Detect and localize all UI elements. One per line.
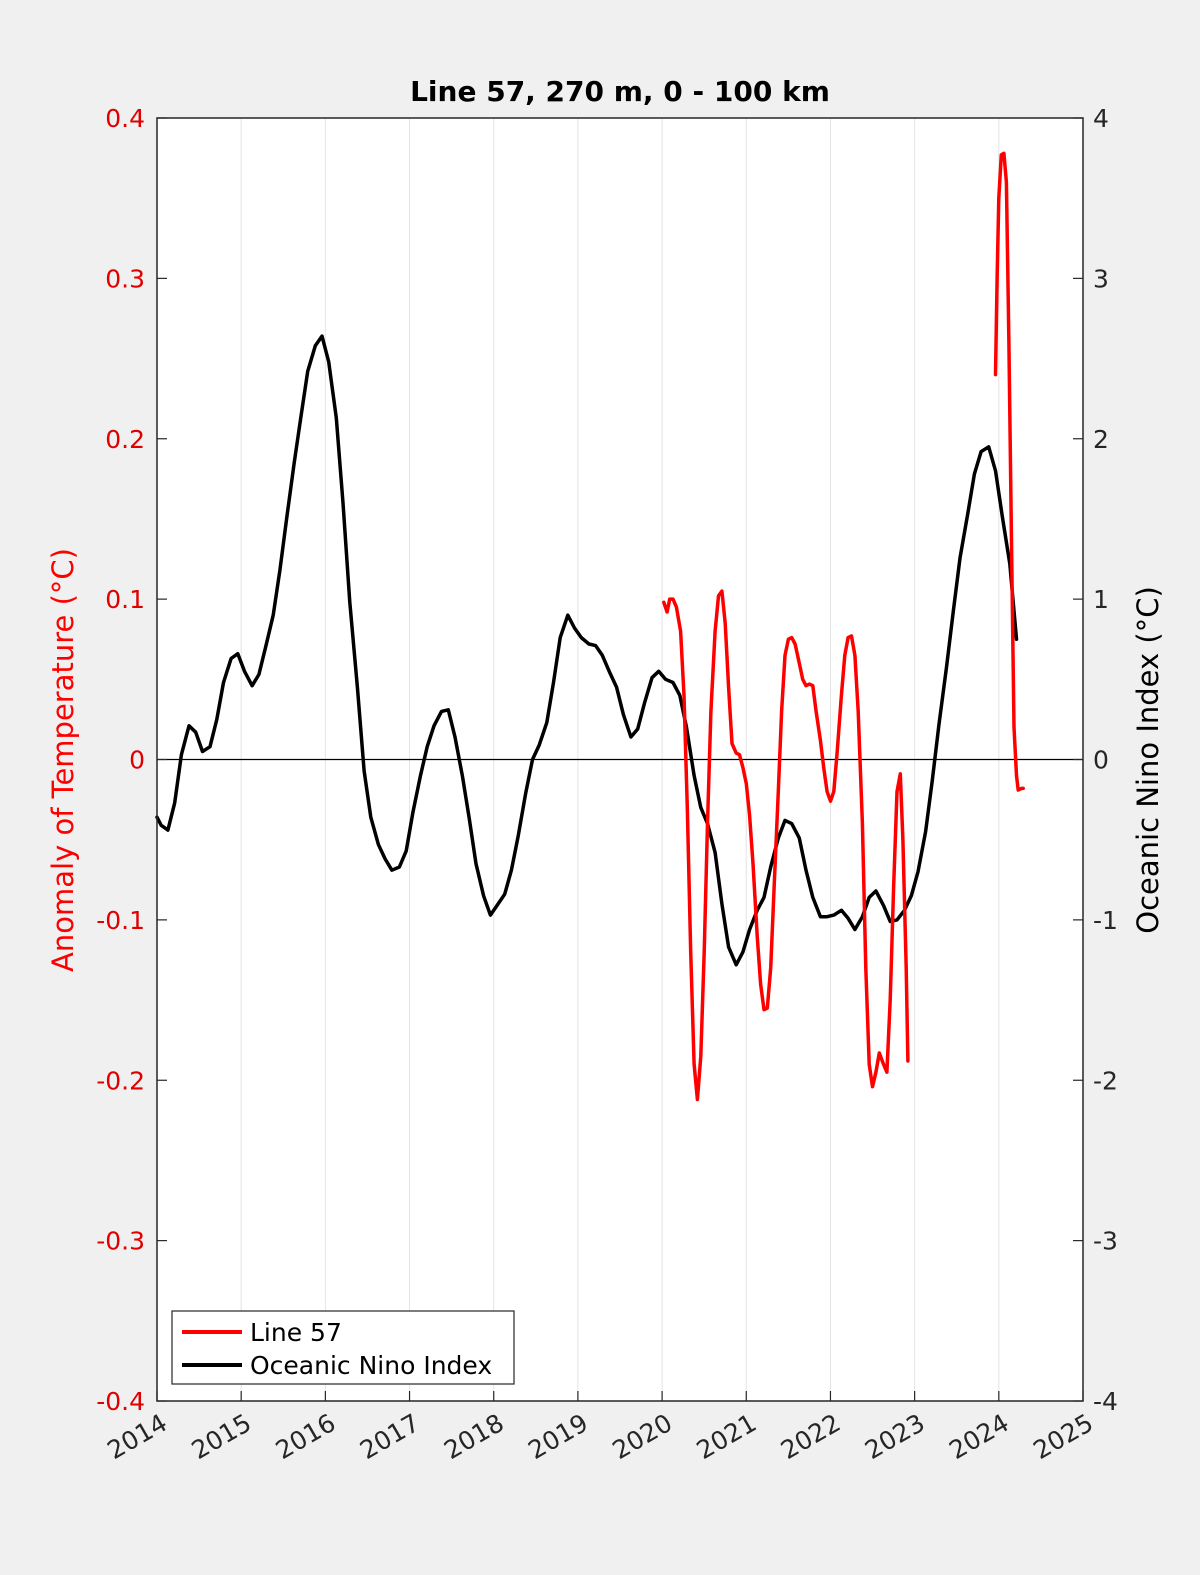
left-tick-label: 0 [129, 746, 145, 775]
left-tick-label: -0.4 [96, 1387, 145, 1416]
series-oni-segment-0 [155, 334, 1019, 967]
legend-label-line57: Line 57 [250, 1318, 342, 1347]
left-tick-label: -0.1 [96, 906, 145, 935]
left-tick-label: 0.4 [105, 104, 145, 133]
right-tick-label: 3 [1093, 264, 1109, 293]
legend: Line 57 Oceanic Nino Index [171, 1310, 515, 1385]
right-tick-label: -4 [1093, 1387, 1118, 1416]
right-tick-label: 2 [1093, 425, 1109, 454]
left-tick-label: -0.2 [96, 1066, 145, 1095]
series-layer [155, 151, 1025, 1102]
series-line57-segment-0 [662, 589, 910, 1102]
left-tick-label: -0.3 [96, 1227, 145, 1256]
right-tick-label: -2 [1093, 1066, 1118, 1095]
left-tick-label: 0.1 [105, 585, 145, 614]
right-tick-label: 0 [1093, 746, 1109, 775]
left-axis-title: Anomaly of Temperature (°C) [46, 548, 80, 972]
right-axis-title: Oceanic Nino Index (°C) [1131, 586, 1165, 934]
right-tick-label: -1 [1093, 906, 1118, 935]
right-axis: -4 -3 -2 -1 0 1 2 3 4 [1073, 104, 1118, 1416]
right-tick-label: 1 [1093, 585, 1109, 614]
legend-label-oni: Oceanic Nino Index [250, 1351, 492, 1380]
left-axis: -0.4 -0.3 -0.2 -0.1 0 0.1 0.2 0.3 0.4 [96, 104, 167, 1416]
right-tick-label: -3 [1093, 1227, 1118, 1256]
legend-box [171, 1310, 515, 1385]
left-tick-label: 0.3 [105, 264, 145, 293]
left-tick-label: 0.2 [105, 425, 145, 454]
right-tick-label: 4 [1093, 104, 1109, 133]
chart-title: Line 57, 270 m, 0 - 100 km [410, 75, 830, 108]
series-line57-segment-1 [993, 151, 1025, 792]
